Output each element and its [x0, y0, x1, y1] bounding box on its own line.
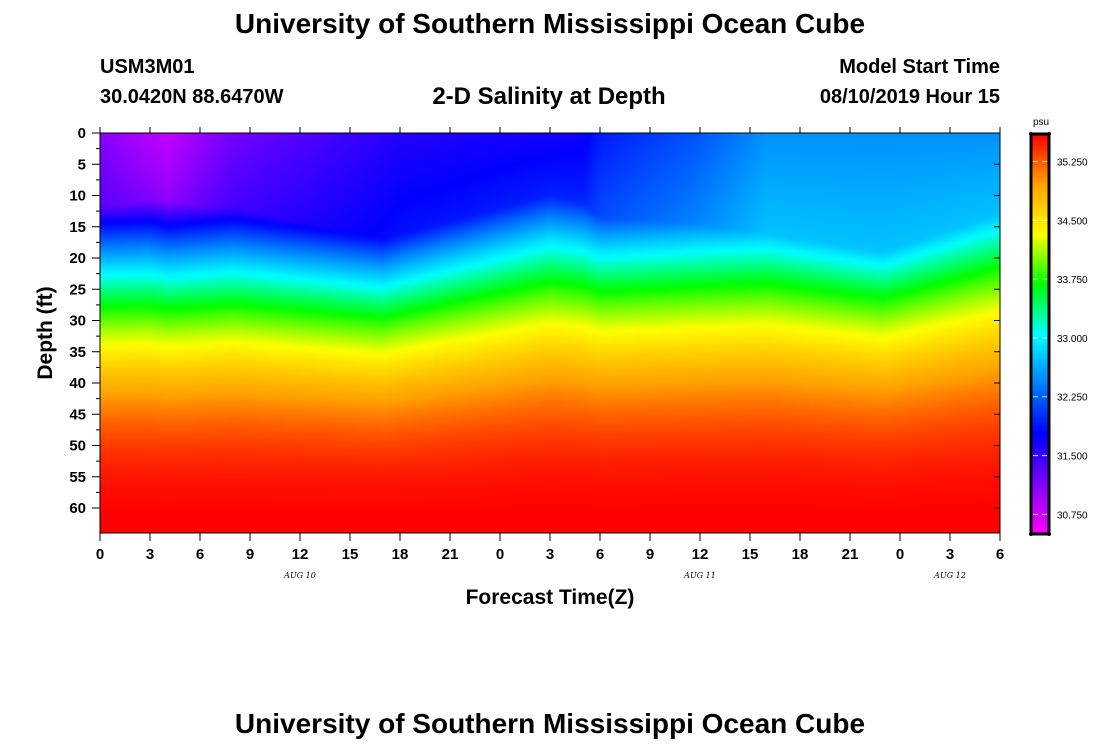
- x-tick-label: 6: [996, 546, 1004, 563]
- x-tick-label: 9: [646, 546, 654, 563]
- footer-title: University of Southern Mississippi Ocean…: [234, 708, 866, 739]
- colorbar-tick-label: 32.250: [1057, 393, 1088, 404]
- y-tick-label: 50: [69, 438, 86, 455]
- y-tick-label: 35: [69, 344, 86, 361]
- y-tick-label: 5: [78, 156, 86, 173]
- date-label: AUG 12: [933, 571, 966, 580]
- colorbar-corner: [1029, 132, 1033, 136]
- page-title: University of Southern Mississippi Ocean…: [234, 8, 866, 39]
- x-tick-label: 6: [596, 546, 604, 563]
- x-tick-label: 0: [896, 546, 904, 563]
- salinity-heatmap: [100, 133, 1000, 533]
- x-tick-label: 12: [692, 546, 709, 563]
- plot-title: 2-D Salinity at Depth: [0, 83, 1100, 111]
- colorbar-tick-label: 34.500: [1057, 216, 1088, 227]
- y-tick-label: 55: [69, 469, 86, 486]
- x-tick-label: 21: [442, 546, 459, 563]
- colorbar-corner: [1029, 532, 1033, 536]
- colorbar-tick-label: 31.500: [1057, 452, 1088, 463]
- x-tick-label: 6: [196, 546, 204, 563]
- colorbar-unit: psu: [1033, 117, 1049, 128]
- colorbar-corner: [1047, 132, 1051, 136]
- y-tick-label: 60: [69, 500, 86, 517]
- x-tick-label: 12: [292, 546, 309, 563]
- colorbar-tick-label: 33.000: [1057, 334, 1088, 345]
- x-tick-label: 0: [96, 546, 104, 563]
- colorbar-border: [1029, 132, 1051, 536]
- y-tick-label: 10: [69, 188, 86, 205]
- station-coordinates: 30.0420N 88.6470W: [100, 86, 284, 108]
- colorbar-tick-label: 35.250: [1057, 157, 1088, 168]
- y-tick-label: 45: [69, 406, 86, 423]
- x-axis-title: Forecast Time(Z): [466, 586, 635, 609]
- x-tick-label: 15: [742, 546, 759, 563]
- y-tick-label: 40: [69, 375, 86, 392]
- model-start-label: Model Start Time: [839, 56, 1000, 78]
- y-tick-label: 0: [78, 125, 86, 142]
- y-axis-title: Depth (ft): [34, 286, 57, 379]
- x-tick-label: 15: [342, 546, 359, 563]
- x-tick-label: 9: [246, 546, 254, 563]
- station-id: USM3M01: [100, 56, 195, 78]
- y-tick-label: 30: [69, 313, 86, 330]
- plot-title-text: 2-D Salinity at Depth: [432, 83, 666, 110]
- date-label: AUG 11: [683, 571, 716, 580]
- y-tick-label: 20: [69, 250, 86, 267]
- model-start-value: 08/10/2019 Hour 15: [819, 86, 1000, 108]
- x-tick-label: 18: [392, 546, 409, 563]
- plot-border: [99, 132, 1001, 534]
- x-tick-label: 3: [546, 546, 554, 563]
- colorbar-corner: [1047, 532, 1051, 536]
- colorbar-tick-label: 33.750: [1057, 275, 1088, 286]
- x-tick-label: 21: [842, 546, 859, 563]
- y-tick-label: 25: [69, 281, 86, 298]
- x-tick-label: 0: [496, 546, 504, 563]
- date-label: AUG 10: [283, 571, 316, 580]
- y-tick-label: 15: [69, 219, 86, 236]
- x-tick-label: 18: [792, 546, 809, 563]
- colorbar-gradient: [1031, 134, 1049, 534]
- x-tick-label: 3: [146, 546, 154, 563]
- colorbar-tick-label: 30.750: [1057, 510, 1088, 521]
- x-tick-label: 3: [946, 546, 954, 563]
